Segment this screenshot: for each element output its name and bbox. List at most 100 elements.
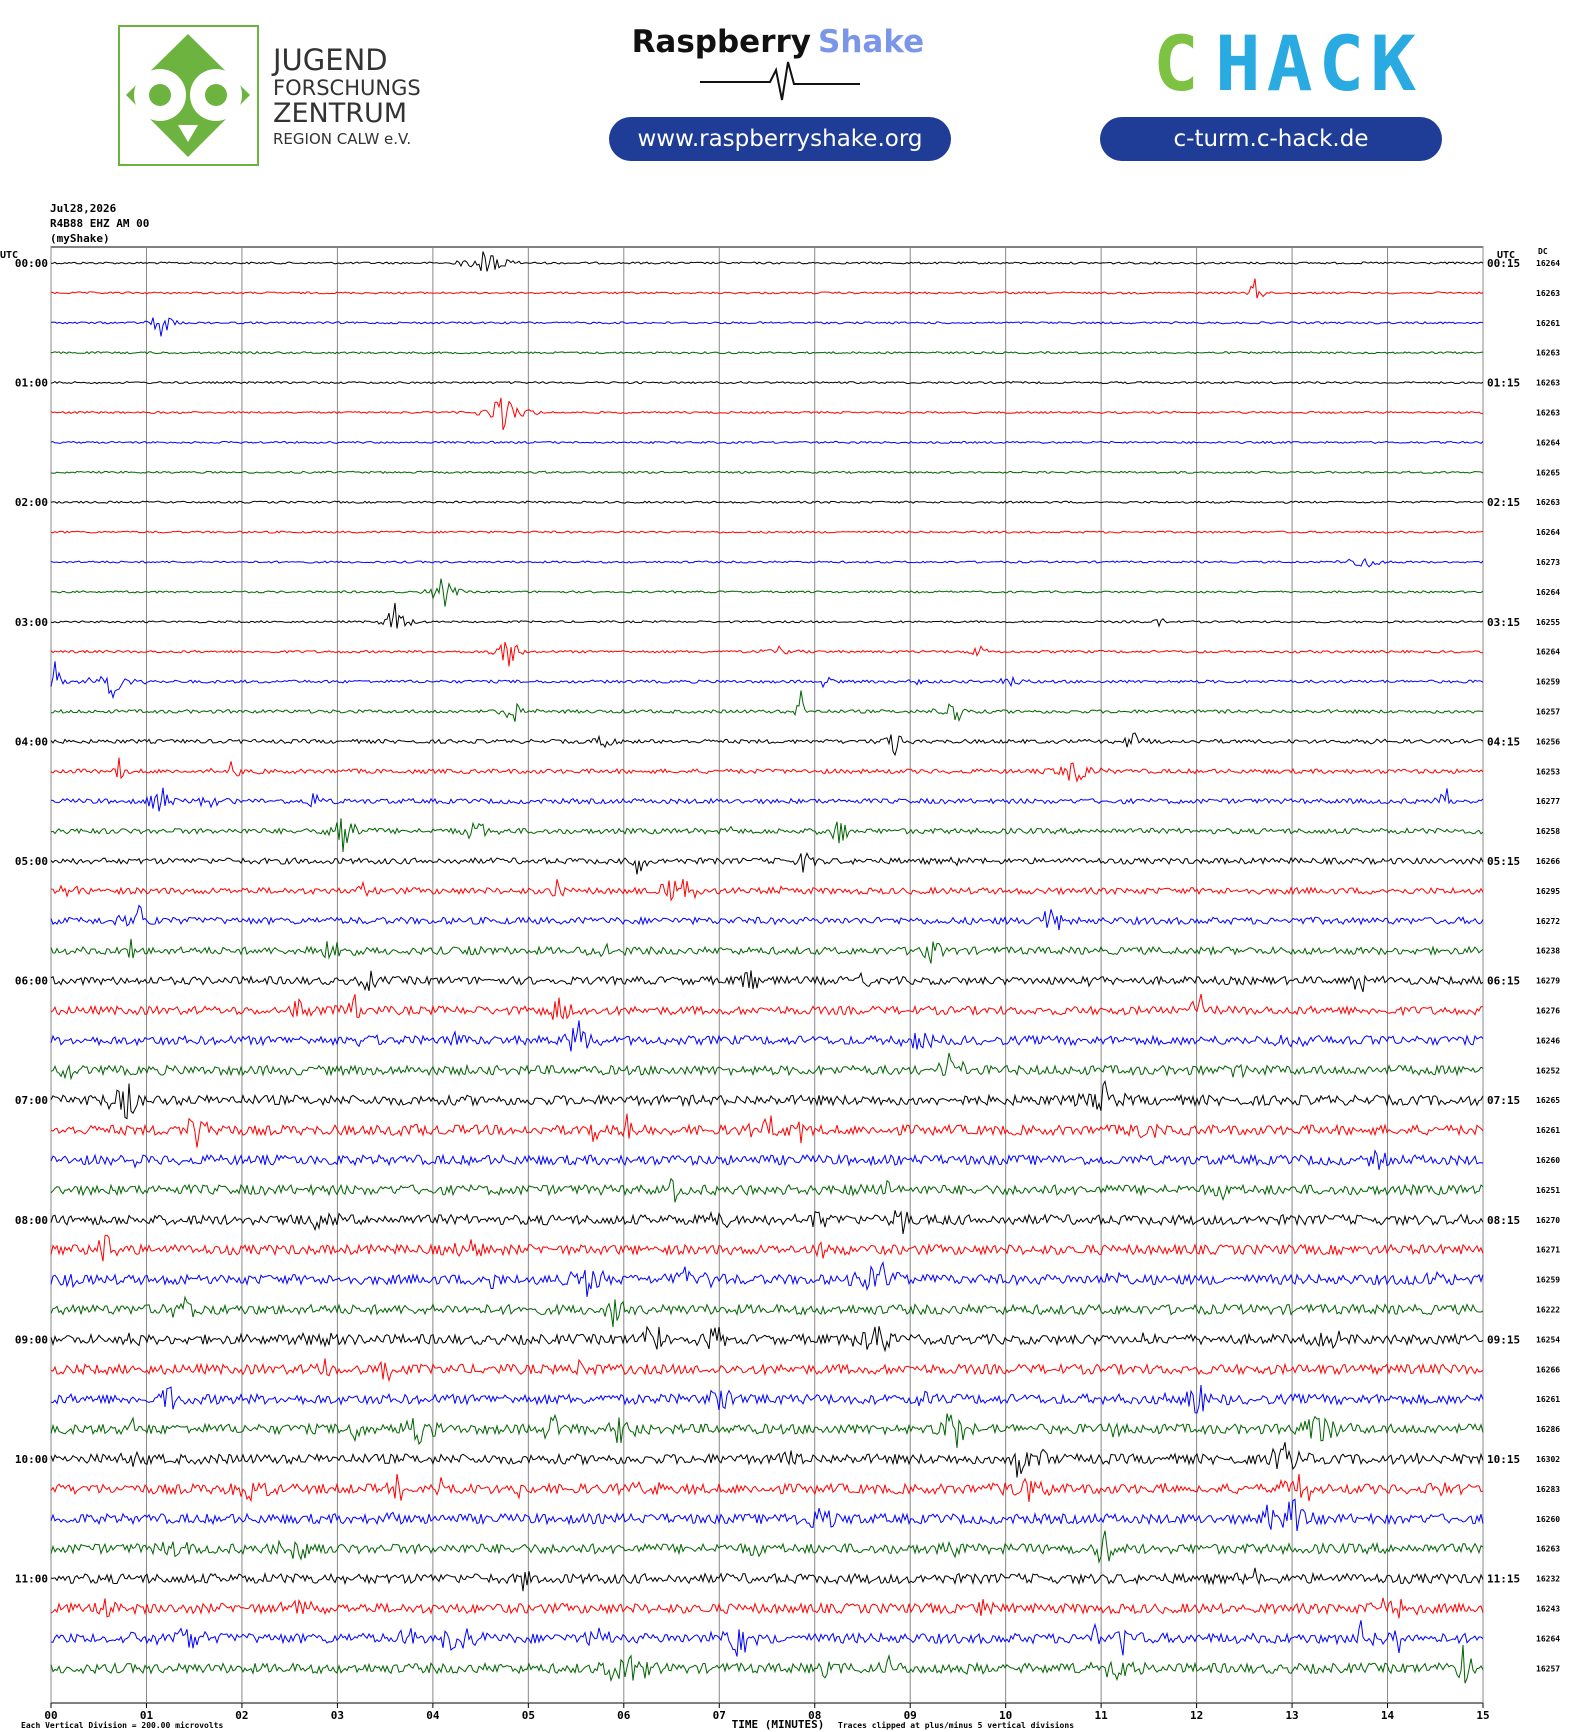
date: Jul28,2026 [50, 202, 117, 215]
chack-rest: HACK [1215, 19, 1422, 108]
dc-value: 16264 [1536, 648, 1560, 657]
x-tick-label: 06 [617, 1709, 631, 1722]
trace [50, 557, 1484, 568]
trace [50, 1498, 1484, 1532]
dc-value: 16302 [1536, 1455, 1560, 1464]
trace [50, 397, 1484, 431]
trace [50, 251, 1484, 272]
x-tick-label: 10 [999, 1709, 1012, 1722]
trace [50, 1177, 1484, 1203]
trace [50, 1384, 1484, 1414]
x-tick-label: 00 [44, 1709, 57, 1722]
left-time: 06:00 [15, 975, 48, 988]
left-time: 08:00 [15, 1214, 48, 1227]
x-tick-label: 11 [1095, 1709, 1109, 1722]
jfz-logo [118, 25, 259, 166]
dc-value: 16261 [1536, 1395, 1560, 1404]
left-time: 11:00 [15, 1573, 48, 1586]
jfz-text: REGION CALW e.V. [273, 130, 411, 148]
trace [50, 661, 1484, 700]
url-pill [609, 117, 951, 161]
trace [50, 852, 1484, 875]
trace [50, 1442, 1484, 1478]
dc-value: 16277 [1536, 797, 1560, 806]
dc-value: 16283 [1536, 1485, 1560, 1494]
owl-pupil [149, 84, 171, 106]
right-time: 09:15 [1487, 1333, 1520, 1346]
clip-note: Traces clipped at plus/minus 5 vertical … [838, 1720, 1074, 1730]
right-time: 10:15 [1487, 1453, 1520, 1466]
trace [50, 578, 1484, 607]
source: (myShake) [50, 232, 110, 245]
dc-value: 16263 [1536, 379, 1560, 388]
left-axis-label: UTC [0, 250, 18, 261]
left-time: 04:00 [15, 735, 48, 748]
x-tick-label: 13 [1285, 1709, 1298, 1722]
logo-diamond [126, 34, 250, 157]
trace [50, 878, 1484, 902]
trace [50, 1358, 1484, 1383]
dc-value: 16255 [1536, 618, 1560, 627]
x-tick-label: 01 [140, 1709, 154, 1722]
trace [50, 470, 1484, 474]
right-time: 06:15 [1487, 975, 1520, 988]
chack-c: C [1153, 19, 1199, 108]
right-time: 02:15 [1487, 496, 1520, 509]
dc-value: 16264 [1536, 588, 1560, 597]
owl-beak [178, 125, 198, 142]
dc-value: 16295 [1536, 887, 1560, 896]
trace [50, 641, 1484, 667]
dc-value: 16251 [1536, 1186, 1560, 1195]
trace [50, 1295, 1484, 1328]
x-tick-label: 09 [904, 1709, 917, 1722]
rs-wave [700, 61, 860, 101]
right-time: 07:15 [1487, 1094, 1520, 1107]
dc-value: 16257 [1536, 708, 1560, 717]
left-time: 05:00 [15, 855, 48, 868]
x-tick-label: 02 [235, 1709, 248, 1722]
trace [50, 732, 1484, 757]
dc-value: 16261 [1536, 1126, 1560, 1135]
trace [50, 1567, 1484, 1592]
scale-note: Each Vertical Division = 200.00 microvol… [21, 1720, 223, 1730]
trace [50, 1530, 1484, 1564]
trace [50, 904, 1484, 931]
dc-value: 16273 [1536, 558, 1560, 567]
trace [50, 602, 1484, 629]
dc-value: 16259 [1536, 678, 1560, 687]
chack-url: c-turm.c-hack.de [1174, 126, 1369, 152]
left-time: 01:00 [15, 377, 48, 390]
trace [50, 317, 1484, 337]
trace [50, 970, 1484, 993]
x-axis-label: TIME (MINUTES) [732, 1718, 825, 1731]
trace [50, 440, 1484, 445]
right-time: 03:15 [1487, 616, 1520, 629]
trace [50, 1325, 1484, 1353]
dc-value: 16264 [1536, 528, 1560, 537]
trace [50, 1644, 1484, 1684]
plot-frame [50, 246, 1484, 1704]
left-time: 03:00 [15, 616, 48, 629]
dc-value: 16264 [1536, 259, 1560, 268]
trace [50, 1413, 1484, 1448]
dc-value: 16246 [1536, 1036, 1560, 1045]
dc-value: 16238 [1536, 947, 1560, 956]
rs-name: Raspberry [632, 24, 811, 60]
dc-value: 16264 [1536, 1634, 1560, 1643]
dc-value: 16232 [1536, 1575, 1560, 1584]
dc-value: 16263 [1536, 289, 1560, 298]
x-tick-label: 12 [1190, 1709, 1203, 1722]
dc-value: 16271 [1536, 1246, 1560, 1255]
trace [50, 1473, 1484, 1503]
trace [50, 818, 1484, 853]
trace [50, 1020, 1484, 1052]
dc-value: 16263 [1536, 349, 1560, 358]
x-tick-label: 03 [331, 1709, 344, 1722]
owl-pupil [205, 84, 227, 106]
right-time: 05:15 [1487, 855, 1520, 868]
x-tick-label: 05 [522, 1709, 535, 1722]
dc-value: 16256 [1536, 737, 1560, 746]
jfz-text: ZENTRUM [273, 98, 407, 129]
trace [50, 1149, 1484, 1170]
dc-value: 16260 [1536, 1515, 1560, 1524]
